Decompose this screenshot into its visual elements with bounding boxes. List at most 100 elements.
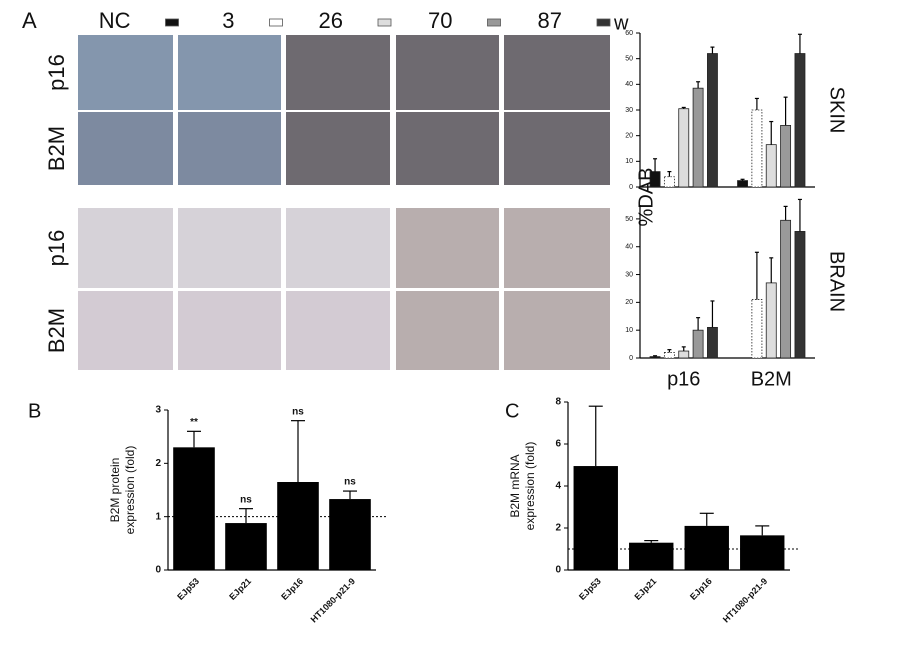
micrograph xyxy=(286,112,390,185)
bar xyxy=(794,53,806,188)
micrograph xyxy=(286,208,390,288)
y-tick-label: 4 xyxy=(555,481,561,492)
bar xyxy=(780,219,792,359)
bar xyxy=(692,87,704,188)
bar xyxy=(277,482,319,570)
bar xyxy=(765,282,777,359)
x-tick-label: EJp21 xyxy=(633,576,659,602)
legend-label: 3 xyxy=(222,8,234,33)
annotation: ** xyxy=(190,417,198,428)
chart-title: SKIN xyxy=(826,87,848,134)
micrograph xyxy=(178,35,281,110)
bar xyxy=(329,499,371,570)
legend-label: 26 xyxy=(319,8,343,33)
legend-swatch xyxy=(269,18,283,27)
micrograph xyxy=(396,112,499,185)
y-tick-label: 8 xyxy=(555,397,561,408)
legend-label: 70 xyxy=(428,8,452,33)
y-tick-label: 60 xyxy=(625,30,633,37)
x-tick-label: HT1080-p21-9 xyxy=(309,576,357,624)
y-axis-label: B2M proteinexpression (fold) xyxy=(108,446,137,535)
bar xyxy=(678,108,690,188)
micrograph xyxy=(78,208,173,288)
y-tick-label: 30 xyxy=(625,107,633,114)
row-label: p16 xyxy=(44,230,69,267)
chart-title: BRAIN xyxy=(826,251,848,312)
bar xyxy=(737,180,748,188)
y-tick-label: 40 xyxy=(625,244,633,251)
bar xyxy=(794,231,806,359)
y-axis-label: B2M mRNAexpression (fold) xyxy=(508,442,537,531)
micrograph xyxy=(178,208,281,288)
panel-label: B xyxy=(28,400,41,422)
legend-swatch xyxy=(165,18,179,27)
y-tick-label: 0 xyxy=(155,565,161,576)
micrograph xyxy=(78,112,173,185)
bar xyxy=(751,109,763,188)
y-axis-label: %DAB xyxy=(635,168,657,227)
micrograph xyxy=(78,35,173,110)
bar xyxy=(707,326,718,359)
x-tick-label: EJp53 xyxy=(175,576,201,602)
micrograph xyxy=(504,112,610,185)
x-tick-label: EJp16 xyxy=(279,576,305,602)
bar xyxy=(707,53,718,188)
bar xyxy=(678,350,690,359)
y-tick-label: 6 xyxy=(555,439,561,450)
y-tick-label: 20 xyxy=(625,299,633,306)
bar xyxy=(740,535,785,570)
y-tick-label: 2 xyxy=(155,458,161,469)
legend-unit: w xyxy=(613,12,629,34)
micrograph xyxy=(504,35,610,110)
micrograph xyxy=(504,291,610,370)
bar xyxy=(573,466,618,570)
micrograph xyxy=(178,112,281,185)
micrograph xyxy=(286,35,390,110)
bar xyxy=(663,176,675,188)
y-axis-label-line: B2M mRNA xyxy=(508,454,522,517)
x-tick-label: EJp16 xyxy=(688,576,714,602)
y-tick-label: 0 xyxy=(555,565,561,576)
annotation: ns xyxy=(344,477,356,488)
micrograph xyxy=(178,291,281,370)
y-tick-label: 3 xyxy=(155,405,161,416)
bar xyxy=(780,125,792,188)
legend-swatch xyxy=(596,18,611,27)
y-tick-label: 50 xyxy=(625,216,633,223)
y-tick-label: 2 xyxy=(555,523,561,534)
bar xyxy=(751,299,763,359)
micrograph xyxy=(396,291,499,370)
y-tick-label: 20 xyxy=(625,133,633,140)
annotation: ns xyxy=(292,406,304,417)
y-tick-label: 30 xyxy=(625,271,633,278)
y-tick-label: 0 xyxy=(629,355,633,362)
legend-swatch xyxy=(377,18,392,27)
y-tick-label: 10 xyxy=(625,158,633,165)
y-tick-label: 10 xyxy=(625,327,633,334)
y-tick-label: 50 xyxy=(625,56,633,63)
y-tick-label: 1 xyxy=(155,511,161,522)
x-tick-label: HT1080-p21-9 xyxy=(721,576,769,624)
bar xyxy=(663,352,675,359)
y-tick-label: 0 xyxy=(629,184,633,191)
y-axis-label-line: expression (fold) xyxy=(523,442,537,531)
row-label: B2M xyxy=(44,126,69,171)
legend-label: NC xyxy=(99,8,131,33)
bar xyxy=(173,447,215,570)
x-tick-label: EJp53 xyxy=(577,576,603,602)
micrograph xyxy=(78,291,173,370)
x-tick-label: p16 xyxy=(667,368,700,390)
bar xyxy=(225,523,267,570)
bar xyxy=(629,542,674,570)
row-label: B2M xyxy=(44,308,69,353)
x-tick-label: B2M xyxy=(751,368,792,390)
micrograph xyxy=(504,208,610,288)
panel-label: A xyxy=(22,8,37,33)
legend-label: 87 xyxy=(538,8,562,33)
x-tick-label: EJp21 xyxy=(227,576,253,602)
bar xyxy=(765,144,777,188)
annotation: ns xyxy=(240,494,252,505)
bar xyxy=(692,329,704,359)
micrograph xyxy=(396,208,499,288)
